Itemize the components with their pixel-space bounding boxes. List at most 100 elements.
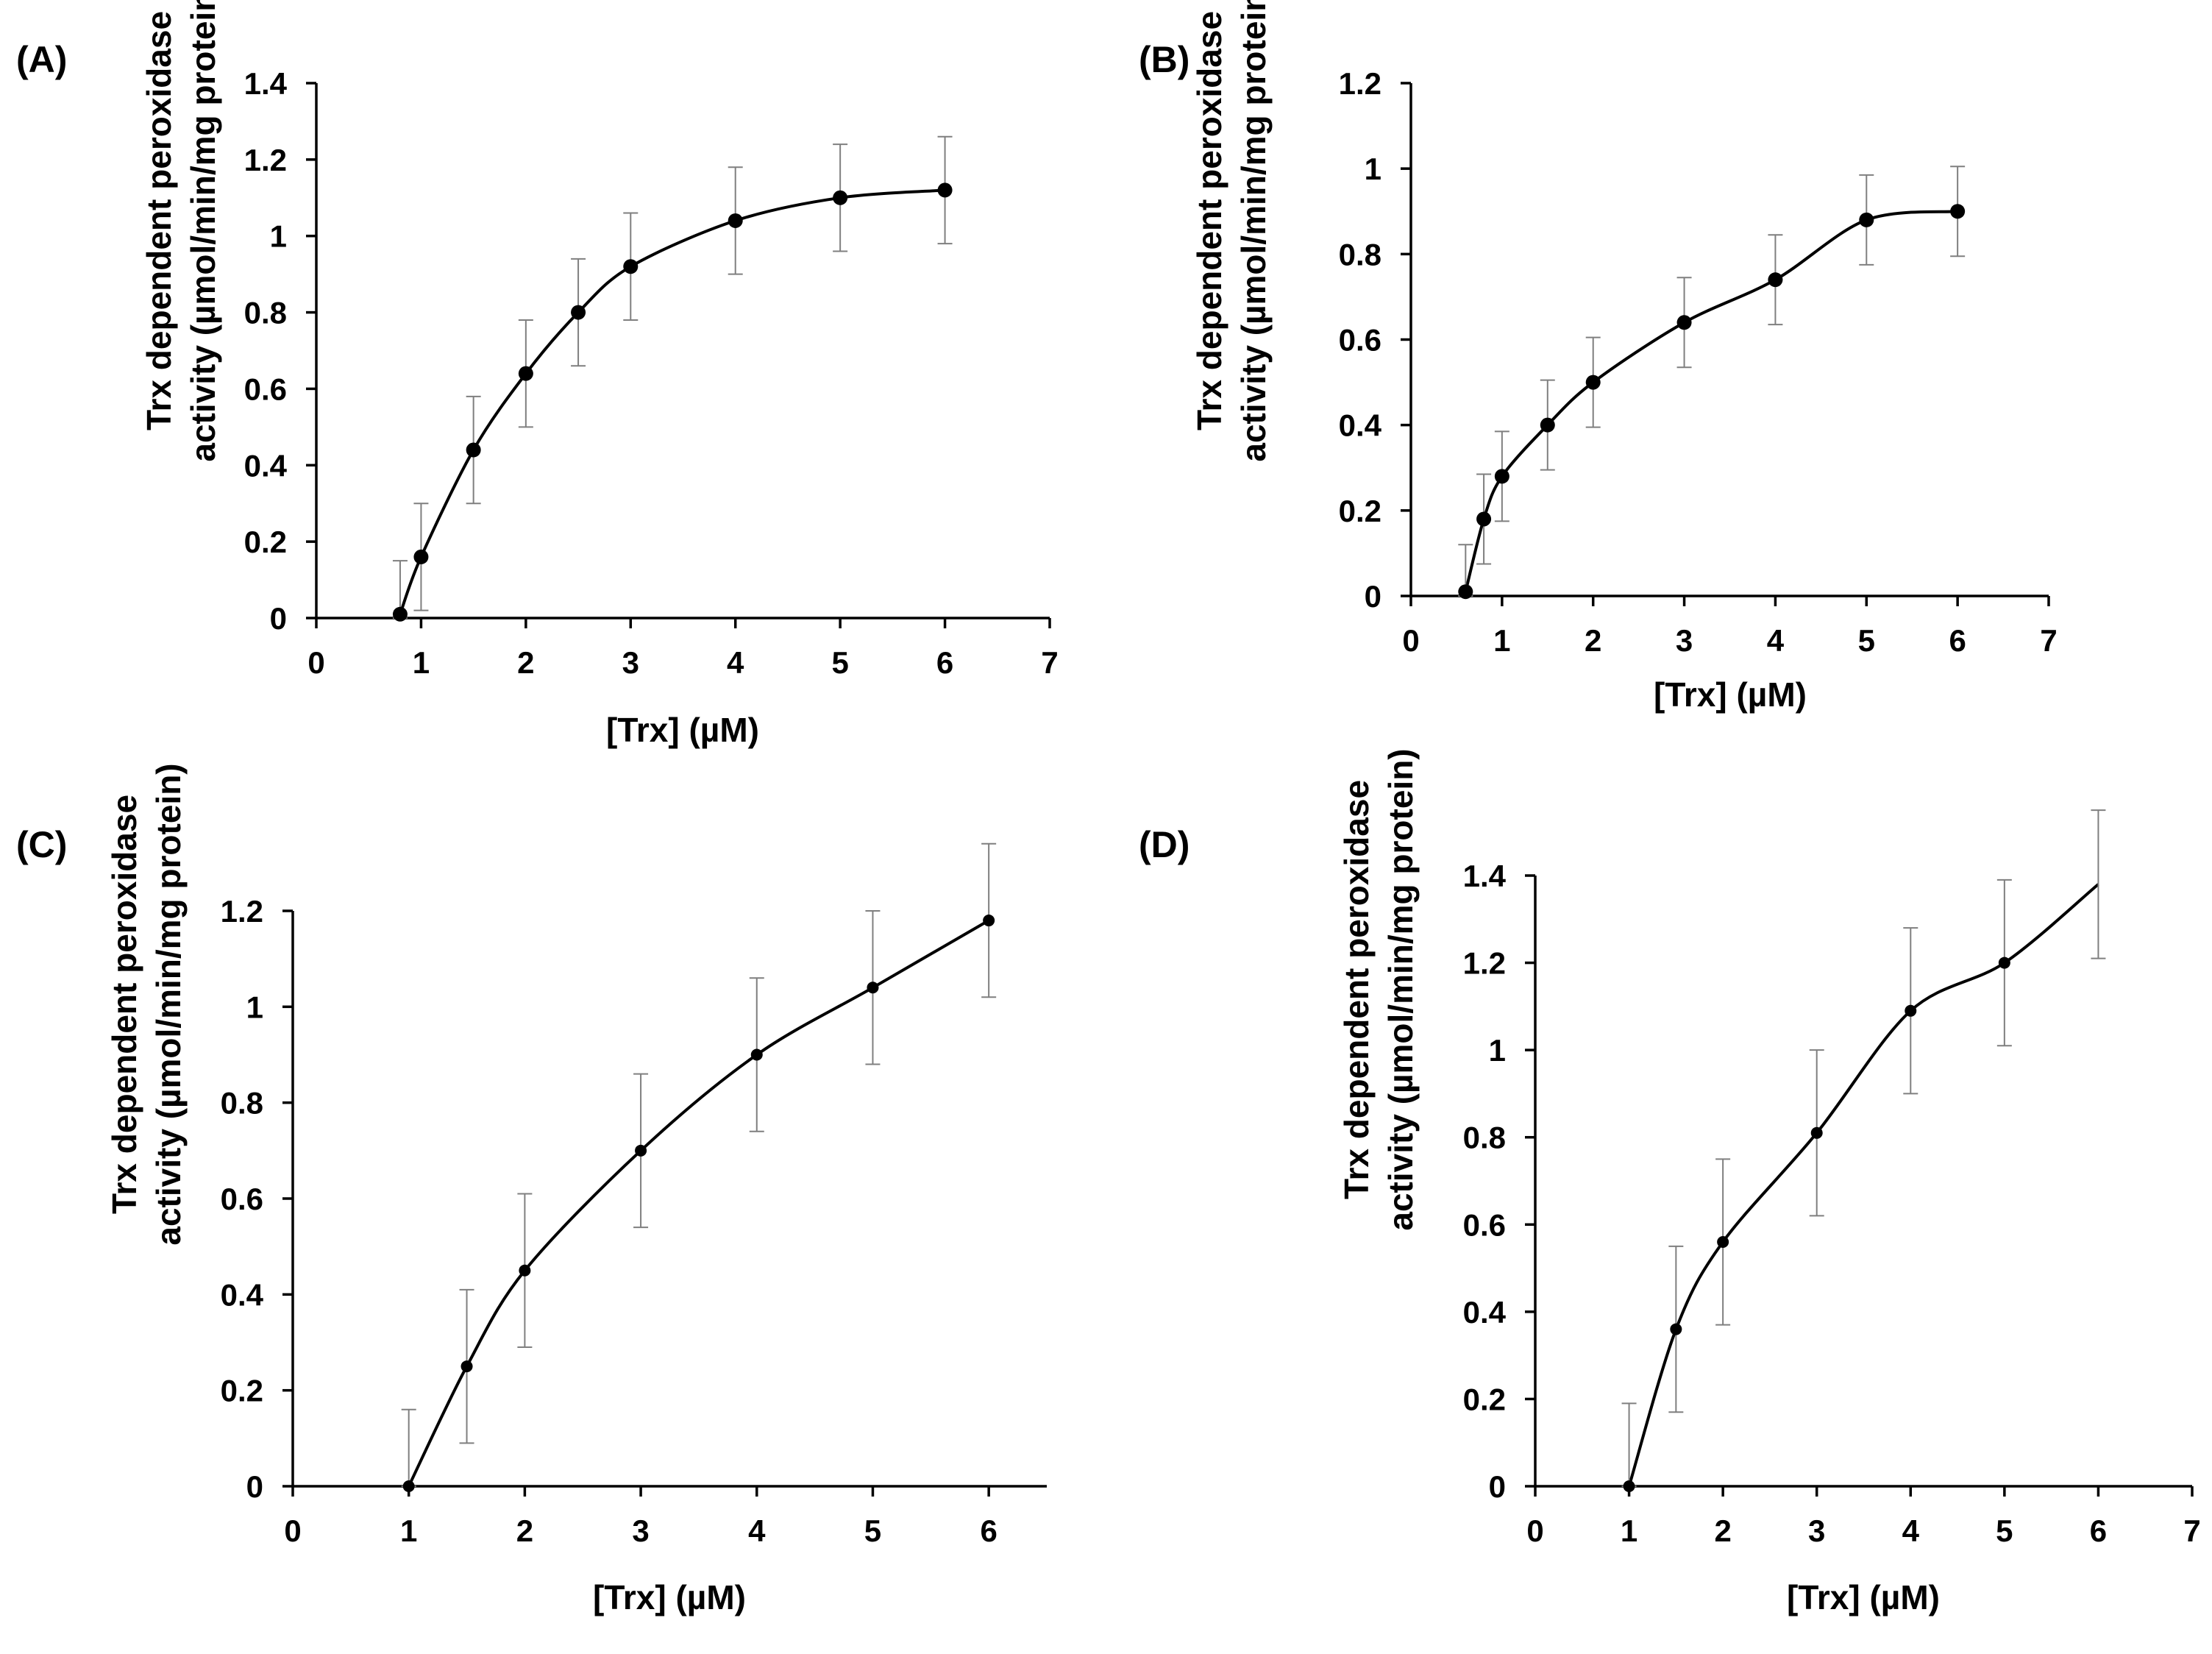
x-tick-label: 2 bbox=[516, 1513, 533, 1548]
y-tick-label: 0.4 bbox=[1463, 1295, 1507, 1330]
x-tick-label: 1 bbox=[413, 645, 430, 680]
data-point bbox=[1859, 212, 1874, 227]
data-point bbox=[1670, 1323, 1682, 1335]
data-point bbox=[833, 190, 848, 205]
y-tick-label: 0 bbox=[270, 601, 287, 636]
y-axis-title-line: activity (µmol/min/mg protein) bbox=[1234, 0, 1273, 462]
y-tick-label: 0.8 bbox=[1339, 237, 1381, 271]
panel-label: (D) bbox=[1139, 824, 1189, 865]
y-tick-label: 0.4 bbox=[221, 1277, 264, 1312]
data-point bbox=[1676, 315, 1692, 330]
x-tick-label: 0 bbox=[1402, 623, 1419, 658]
y-axis-title: Trx dependent peroxidase activity (µmol/m… bbox=[140, 0, 222, 462]
panel-label: (C) bbox=[16, 824, 67, 865]
x-tick-label: 7 bbox=[2040, 623, 2057, 658]
data-point bbox=[1950, 204, 1966, 219]
x-tick-label: 1 bbox=[1493, 623, 1510, 658]
x-tick-label: 3 bbox=[622, 645, 639, 680]
data-point bbox=[413, 549, 429, 564]
x-tick-label: 2 bbox=[1714, 1513, 1731, 1548]
y-tick-label: 0.8 bbox=[1463, 1121, 1506, 1155]
x-tick-label: 5 bbox=[1858, 623, 1875, 658]
x-tick-label: 0 bbox=[1526, 1513, 1543, 1548]
y-tick-label: 1 bbox=[270, 219, 287, 254]
data-point bbox=[1476, 511, 1492, 527]
y-tick-label: 1.2 bbox=[1463, 946, 1506, 981]
data-point bbox=[983, 915, 995, 927]
data-point bbox=[1717, 1236, 1729, 1248]
y-tick-label: 0.8 bbox=[244, 296, 287, 330]
data-point bbox=[1494, 469, 1509, 484]
data-point bbox=[402, 1480, 415, 1492]
y-tick-label: 1.2 bbox=[244, 143, 287, 177]
data-points bbox=[1623, 956, 2010, 1492]
data-point bbox=[1905, 1004, 1917, 1017]
y-tick-label: 0.2 bbox=[221, 1374, 263, 1408]
x-tick-label: 0 bbox=[307, 645, 324, 680]
y-tick-label: 0.4 bbox=[244, 448, 288, 483]
x-tick-label: 5 bbox=[1996, 1513, 2013, 1548]
data-point bbox=[518, 366, 533, 381]
data-point bbox=[1585, 375, 1601, 390]
y-tick-label: 1.2 bbox=[221, 894, 263, 929]
y-tick-label: 0 bbox=[246, 1469, 263, 1504]
data-point bbox=[1810, 1126, 1823, 1139]
error-bars bbox=[1621, 809, 2106, 1487]
x-tick-label: 2 bbox=[517, 645, 534, 680]
x-tick-label: 3 bbox=[632, 1513, 649, 1548]
x-tick-label: 1 bbox=[400, 1513, 417, 1548]
y-axis-title-line: Trx dependent peroxidase bbox=[140, 11, 178, 430]
x-tick-label: 2 bbox=[1585, 623, 1601, 658]
x-tick-label: 3 bbox=[1676, 623, 1693, 658]
x-tick-label: 4 bbox=[748, 1513, 766, 1548]
fit-curve bbox=[1464, 210, 1958, 592]
data-point bbox=[937, 182, 953, 198]
x-tick-label: 1 bbox=[1621, 1513, 1637, 1548]
data-point bbox=[623, 259, 639, 274]
y-axis-title-line: activity (µmol/min/mg protein) bbox=[149, 763, 188, 1245]
x-tick-label: 0 bbox=[284, 1513, 301, 1548]
y-tick-label: 0.2 bbox=[244, 525, 287, 559]
error-bars bbox=[1458, 166, 1966, 597]
y-tick-label: 0.4 bbox=[1339, 408, 1382, 443]
data-point bbox=[1540, 417, 1555, 433]
y-tick-label: 0 bbox=[1489, 1469, 1506, 1504]
x-tick-label: 4 bbox=[1767, 623, 1785, 658]
data-point bbox=[460, 1360, 473, 1373]
fit-curve bbox=[1627, 883, 2099, 1487]
y-tick-label: 0 bbox=[1365, 579, 1381, 614]
y-axis-title-line: activity (µmol/min/mg protein) bbox=[184, 0, 222, 462]
data-point bbox=[466, 442, 481, 458]
data-point bbox=[867, 982, 879, 994]
x-axis-title: [Trx] (µM) bbox=[606, 711, 759, 749]
y-axis-title-line: Trx dependent peroxidase bbox=[1190, 11, 1228, 430]
y-tick-label: 0.6 bbox=[1339, 323, 1381, 358]
data-point bbox=[519, 1264, 531, 1277]
y-tick-label: 1.2 bbox=[1339, 66, 1381, 101]
data-points bbox=[1458, 204, 1966, 600]
x-tick-label: 4 bbox=[727, 645, 744, 680]
data-point bbox=[1623, 1480, 1635, 1492]
x-tick-label: 3 bbox=[1808, 1513, 1825, 1548]
data-points bbox=[402, 915, 995, 1492]
panel-label: (A) bbox=[16, 39, 67, 80]
data-point bbox=[1458, 584, 1473, 600]
x-tick-label: 7 bbox=[1041, 645, 1058, 680]
x-tick-label: 5 bbox=[864, 1513, 881, 1548]
y-axis-title: Trx dependent peroxidase activity (µmol/m… bbox=[1337, 748, 1420, 1230]
y-tick-label: 0.6 bbox=[221, 1182, 263, 1216]
data-points bbox=[392, 182, 953, 622]
x-tick-label: 6 bbox=[980, 1513, 997, 1548]
chart-panel-c: (C) 0 0.2 0.4 0.6 0.8 1 1.2 0 1 2 3 4 5 6 [Trx] (µM) Trx… bbox=[16, 763, 1047, 1616]
x-tick-label: 6 bbox=[936, 645, 953, 680]
x-tick-label: 4 bbox=[1902, 1513, 1920, 1548]
y-tick-label: 1 bbox=[1489, 1033, 1506, 1068]
x-tick-label: 6 bbox=[1949, 623, 1966, 658]
y-tick-label: 0.2 bbox=[1463, 1382, 1506, 1416]
chart-panel-a: (A) 0 0.2 0.4 0.6 0.8 1 1.2 1.4 0 1 2 3 4 5 6 7 [Trx] (µM… bbox=[16, 0, 1059, 749]
y-tick-label: 0.6 bbox=[244, 372, 287, 406]
data-point bbox=[728, 213, 743, 228]
data-point bbox=[392, 606, 408, 622]
y-tick-label: 0.2 bbox=[1339, 494, 1381, 528]
